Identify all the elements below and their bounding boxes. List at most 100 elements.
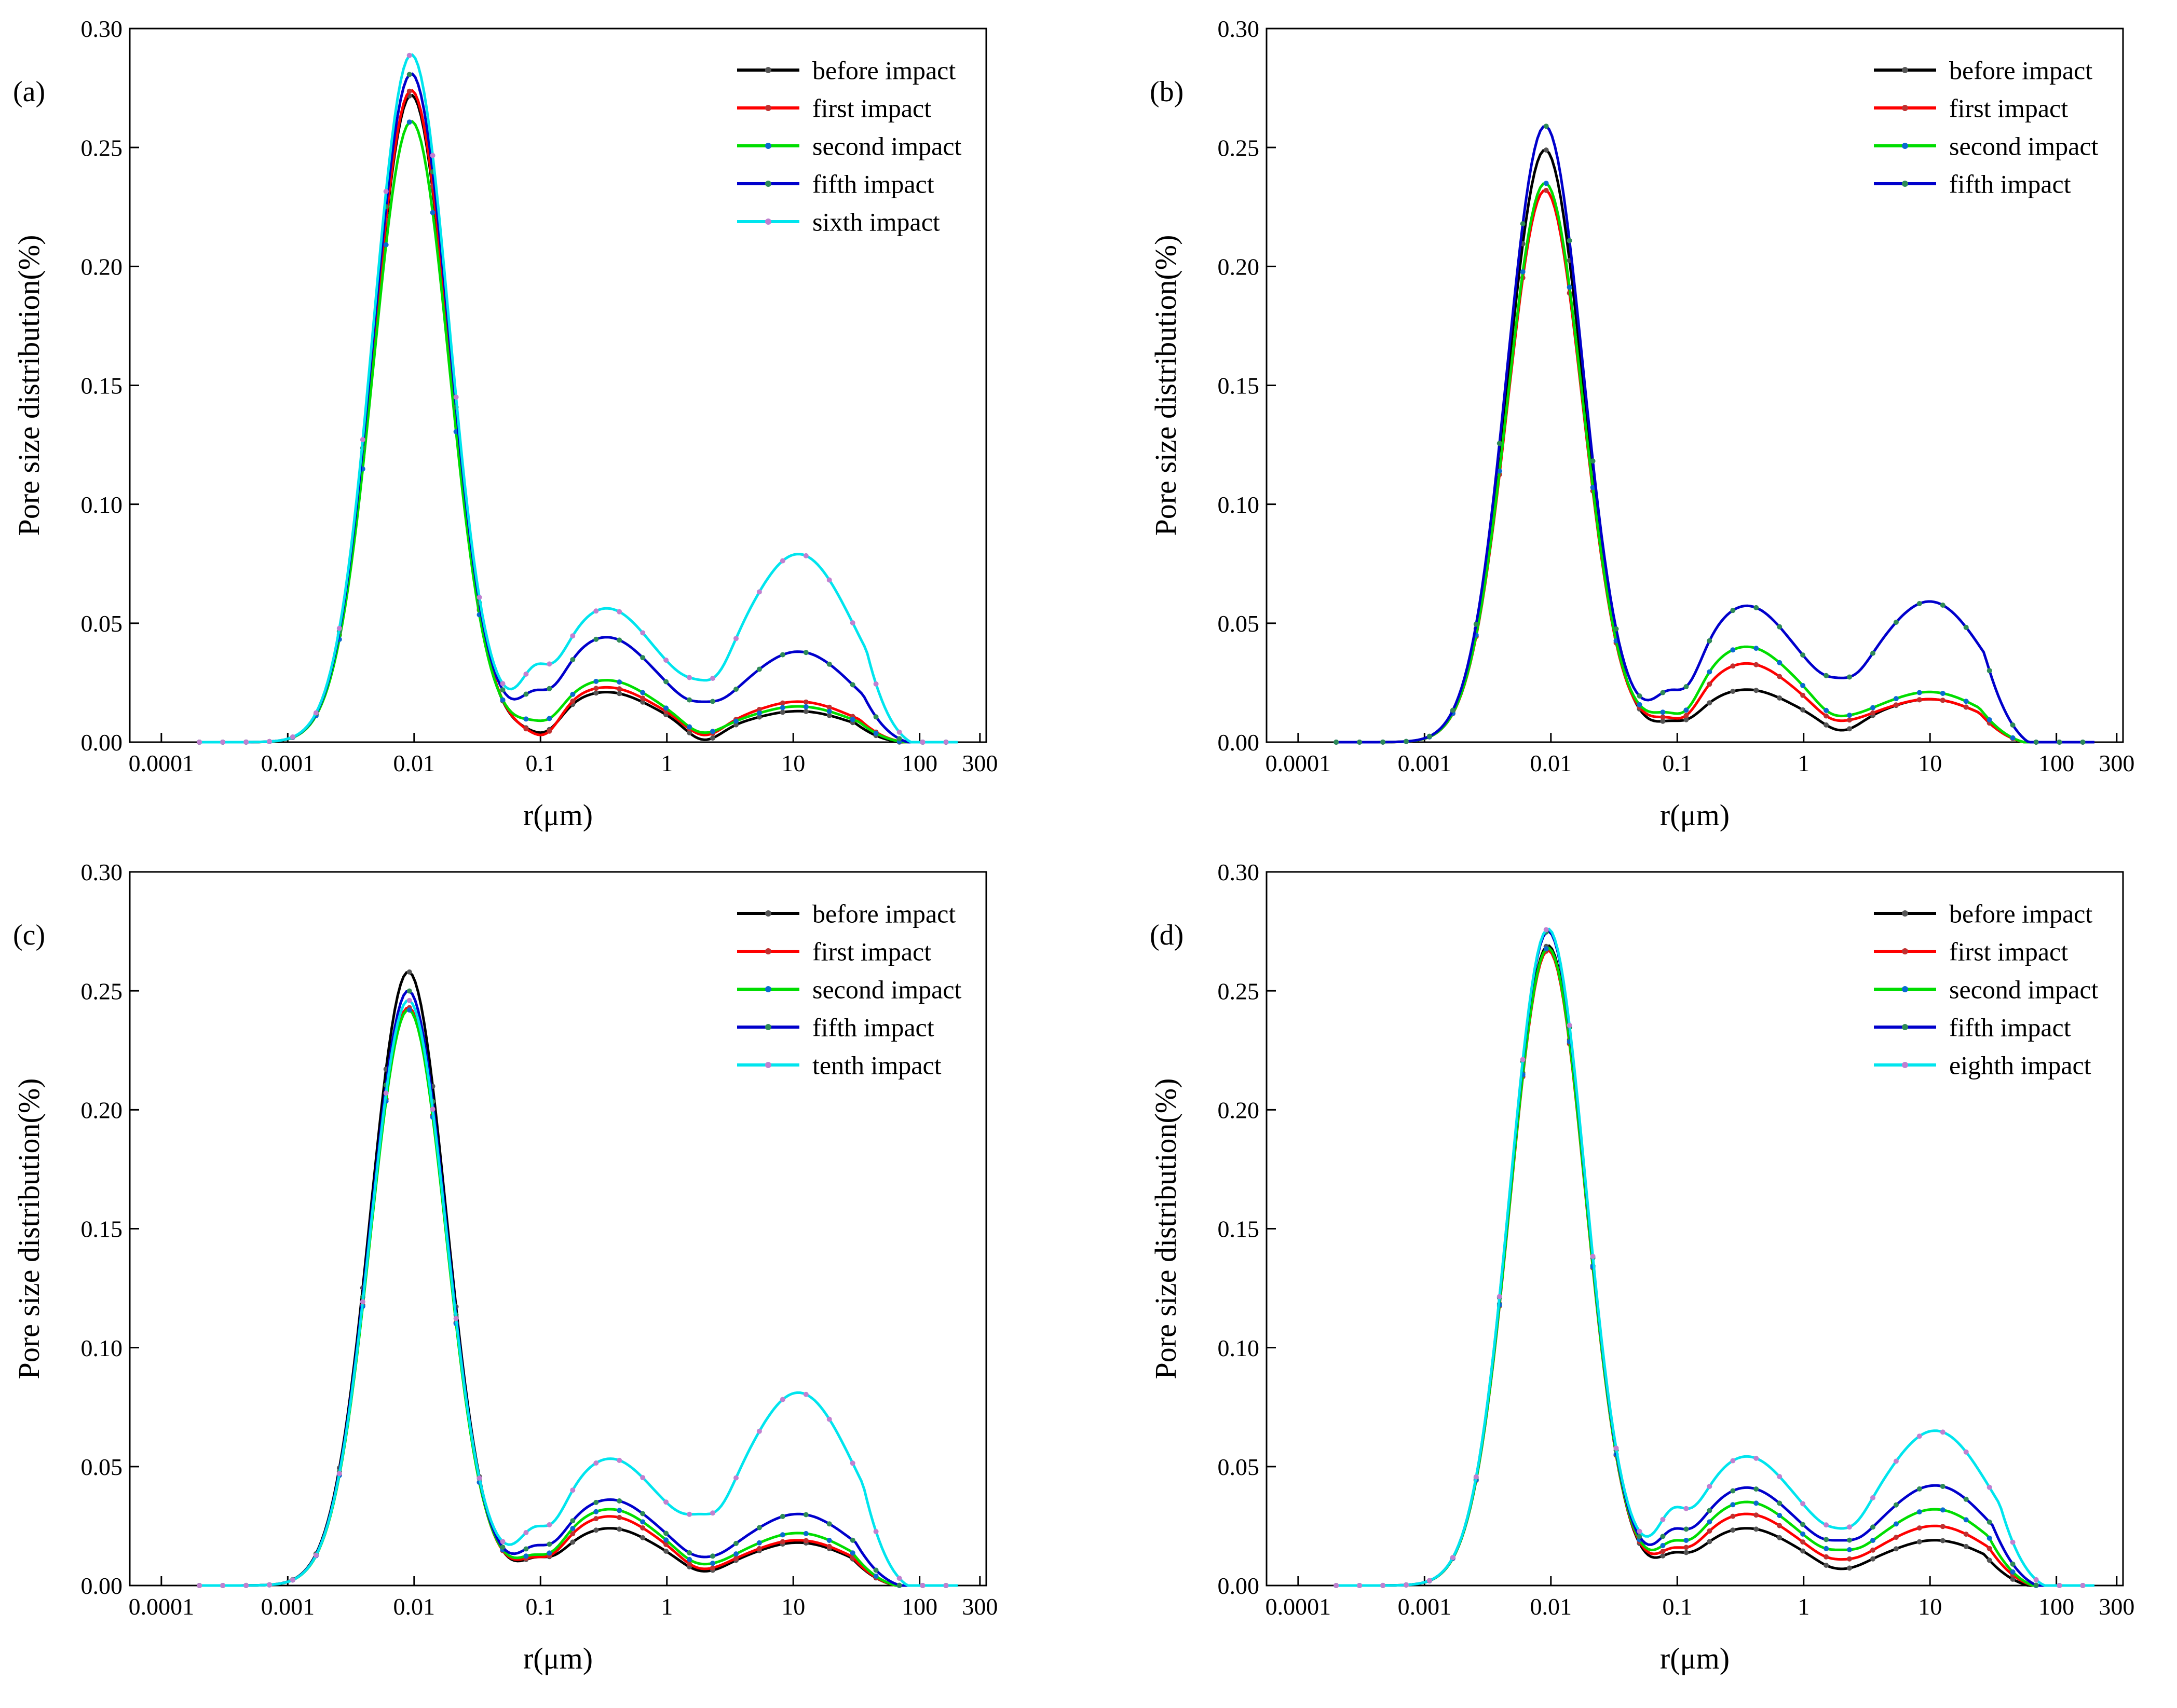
series-marker: [1986, 1557, 1992, 1563]
series-marker: [803, 553, 809, 558]
y-tick-label: 0.20: [1218, 253, 1260, 280]
x-tick-label: 0.01: [393, 750, 436, 776]
series-marker: [826, 1543, 832, 1549]
series-marker: [663, 1537, 669, 1543]
series-marker: [1730, 647, 1736, 653]
series-marker: [1660, 1543, 1666, 1548]
series-marker: [593, 1509, 599, 1514]
x-tick-label: 0.1: [526, 750, 556, 776]
y-axis-label: Pore size distribution(%): [12, 1078, 46, 1379]
legend-marker: [1902, 181, 1908, 187]
series-marker: [803, 1531, 809, 1536]
series-marker: [1660, 1516, 1666, 1522]
y-tick-label: 0.15: [81, 1216, 123, 1242]
legend-marker: [1902, 67, 1908, 73]
series-marker: [243, 1582, 249, 1588]
series-marker: [640, 1475, 646, 1481]
series-marker: [360, 1299, 365, 1305]
series-marker: [1543, 124, 1549, 129]
series-marker: [1660, 690, 1666, 695]
legend: before impact first impact second impact fi…: [737, 899, 962, 1080]
series-marker: [756, 710, 762, 716]
series-marker: [1800, 1522, 1806, 1527]
x-tick-label: 1: [1798, 750, 1809, 776]
x-tick-label: 0.001: [261, 1593, 315, 1620]
y-tick-label: 0.15: [81, 373, 123, 399]
series-marker: [850, 682, 855, 688]
x-axis-label: r(μm): [1660, 1642, 1730, 1675]
series-marker: [803, 699, 809, 705]
series-marker: [1730, 1502, 1736, 1508]
x-tick-label: 10: [1918, 750, 1942, 776]
series-marker: [1963, 699, 1969, 704]
series-marker: [780, 1397, 785, 1402]
series-marker: [873, 1529, 879, 1534]
series-marker: [617, 691, 622, 696]
series-marker: [1707, 700, 1712, 706]
series-marker: [1870, 1495, 1875, 1500]
y-tick-label: 0.00: [81, 729, 123, 756]
series-line-sixth-impact: [199, 53, 958, 744]
series-marker: [1986, 717, 1992, 722]
series-marker: [406, 119, 412, 125]
series-marker: [1916, 690, 1922, 695]
series-marker: [756, 714, 762, 720]
series-marker: [1963, 1517, 1969, 1523]
series-marker: [570, 633, 576, 639]
series-marker: [1963, 1532, 1969, 1537]
series-line-eighth-impact: [1336, 927, 2094, 1587]
series-marker: [1543, 946, 1549, 952]
legend: before impact first impact second impact fi…: [1874, 56, 2099, 199]
series-marker: [1824, 1546, 1829, 1551]
series-marker: [687, 1561, 692, 1566]
series-marker: [756, 1546, 762, 1551]
series-marker: [617, 1514, 622, 1520]
series-marker: [617, 1508, 622, 1513]
series-marker: [500, 1545, 506, 1550]
series-marker: [1660, 714, 1666, 720]
series-marker: [873, 1567, 879, 1573]
series-marker: [1520, 269, 1526, 275]
x-tick-label: 0.1: [1663, 750, 1693, 776]
series-marker: [1753, 646, 1759, 651]
series-marker: [220, 740, 226, 745]
series-marker: [477, 1475, 482, 1481]
series-marker: [1800, 1531, 1806, 1537]
series-marker: [663, 1531, 669, 1536]
series-marker: [570, 1531, 576, 1537]
series-marker: [593, 686, 599, 691]
series-marker: [477, 594, 482, 600]
series-marker: [570, 1518, 576, 1524]
series-marker: [1707, 669, 1712, 675]
y-tick-label: 0.00: [1218, 729, 1260, 756]
y-tick-label: 0.25: [81, 134, 123, 161]
series-marker: [1334, 740, 1339, 745]
series-marker: [197, 740, 202, 745]
series-marker: [197, 1583, 202, 1588]
series-marker: [1940, 691, 1945, 696]
legend-label: second impact: [1949, 975, 2099, 1004]
series-marker: [1870, 710, 1875, 716]
series-marker: [453, 1316, 459, 1321]
series-marker: [780, 558, 785, 564]
series-marker: [547, 1541, 552, 1547]
series-marker: [1986, 668, 1992, 674]
series-marker: [617, 609, 622, 614]
series-marker: [1870, 1556, 1875, 1562]
y-tick-label: 0.15: [1218, 373, 1260, 399]
legend-label: sixth impact: [812, 208, 940, 237]
series-line-before-impact: [1336, 148, 2094, 744]
series-marker: [523, 691, 529, 697]
series-marker: [1707, 1484, 1712, 1490]
series-marker: [617, 1498, 622, 1504]
legend-label: before impact: [812, 899, 956, 928]
series-marker: [1847, 1547, 1852, 1552]
series-marker: [1450, 1555, 1455, 1561]
series-marker: [383, 242, 389, 248]
series-line-fifth-impact: [1336, 125, 2094, 744]
series-marker: [1730, 1488, 1736, 1494]
series-marker: [1426, 733, 1432, 739]
series-marker: [1683, 684, 1689, 690]
series-marker: [640, 1525, 646, 1531]
